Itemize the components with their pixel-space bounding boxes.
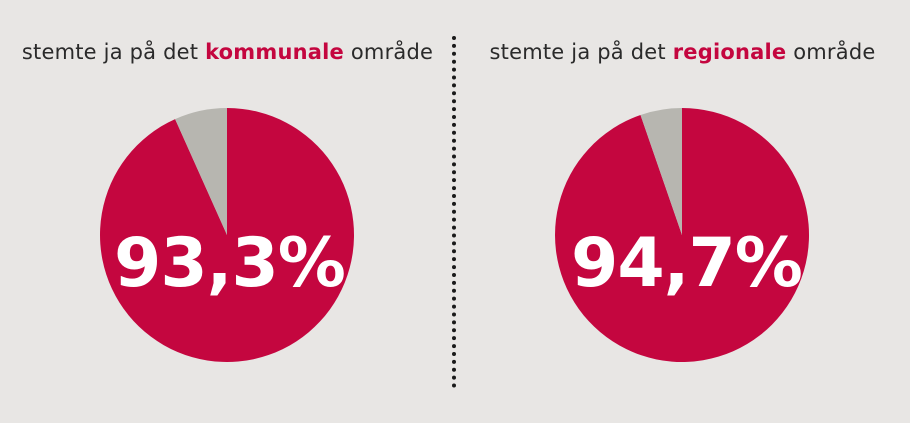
pie-chart (555, 108, 810, 362)
dotted-divider (452, 36, 456, 388)
chart-title: stemte ja på det regionale område (455, 40, 910, 64)
pie-chart (100, 108, 355, 362)
percentage-label: 93,3% (114, 224, 346, 303)
title-prefix: stemte ja på det (489, 40, 673, 64)
pie-slice-yes (555, 108, 810, 362)
title-suffix: område (786, 40, 876, 64)
pie-slice-remainder (640, 108, 682, 235)
pie-slice-remainder (175, 108, 227, 235)
chart-title: stemte ja på det kommunale område (0, 40, 455, 64)
chart-kommunale: stemte ja på det kommunale område 93,3% (0, 40, 455, 362)
chart-regionale: stemte ja på det regionale område 94,7% (455, 0, 910, 423)
percentage-label: 94,7% (571, 224, 803, 303)
title-highlight: kommunale (205, 40, 344, 64)
pie-slice-yes (100, 108, 355, 362)
title-prefix: stemte ja på det (21, 40, 206, 64)
title-highlight: regionale (672, 40, 787, 64)
title-suffix: område (343, 40, 434, 64)
